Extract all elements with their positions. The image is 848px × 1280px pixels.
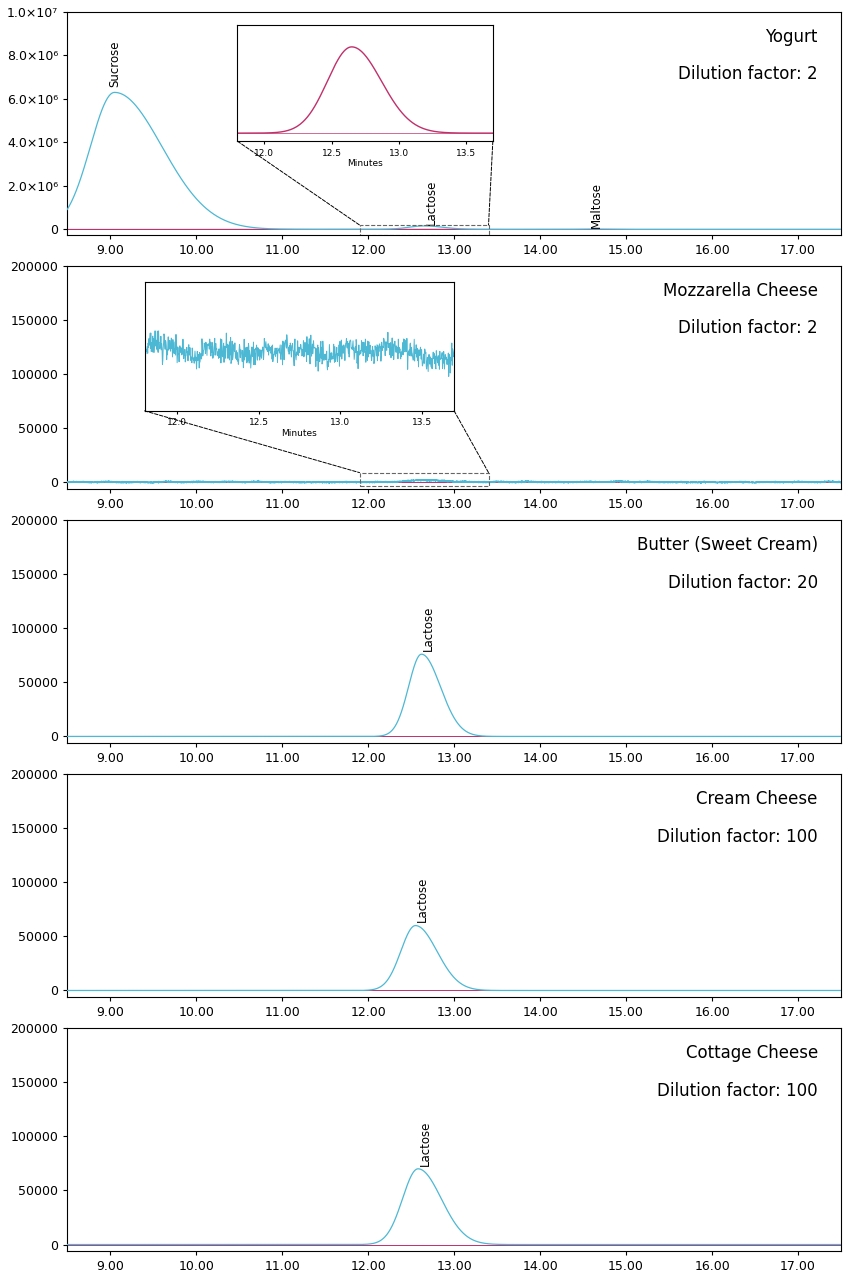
Text: Lactose: Lactose xyxy=(421,605,435,652)
Text: Mozzarella Cheese: Mozzarella Cheese xyxy=(663,282,817,300)
Text: Dilution factor: 100: Dilution factor: 100 xyxy=(657,1082,817,1100)
Text: Cream Cheese: Cream Cheese xyxy=(696,790,817,808)
Text: Dilution factor: 20: Dilution factor: 20 xyxy=(667,573,817,591)
Text: Maltose: Maltose xyxy=(590,182,604,228)
Text: Lactose: Lactose xyxy=(416,877,429,923)
Text: Lactose: Lactose xyxy=(424,179,438,225)
Text: Lactose: Lactose xyxy=(418,1120,432,1166)
Text: Dilution factor: 2: Dilution factor: 2 xyxy=(678,65,817,83)
Text: Dilution factor: 100: Dilution factor: 100 xyxy=(657,828,817,846)
Text: Butter (Sweet Cream): Butter (Sweet Cream) xyxy=(637,535,817,554)
Text: Dilution factor: 2: Dilution factor: 2 xyxy=(678,320,817,338)
Bar xyxy=(360,225,488,234)
Text: Cottage Cheese: Cottage Cheese xyxy=(685,1043,817,1062)
Text: Sucrose: Sucrose xyxy=(108,41,121,87)
Bar xyxy=(360,472,488,485)
Text: Yogurt: Yogurt xyxy=(766,28,817,46)
